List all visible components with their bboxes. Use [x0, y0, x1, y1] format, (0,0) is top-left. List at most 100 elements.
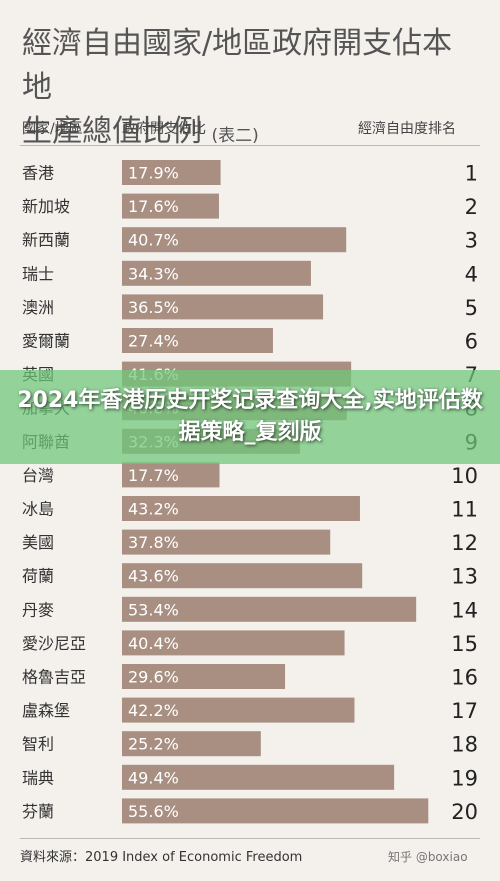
- bar-row: 美國 37.8% 12: [22, 529, 478, 555]
- bar-row: 愛爾蘭 27.4% 6: [22, 328, 478, 354]
- header-country: 國家/地區: [22, 121, 83, 137]
- category-label: 瑞典: [22, 768, 54, 787]
- source-divider: [20, 838, 480, 839]
- bar-row: 丹麥 53.4% 14: [22, 596, 478, 622]
- bar-row: 愛沙尼亞 40.4% 15: [22, 630, 478, 656]
- header-ratio: 政府開支佔比: [122, 121, 206, 137]
- bar: [122, 227, 347, 253]
- watermark: 知乎 @boxiao: [388, 850, 468, 864]
- value-label: 25.2%: [128, 735, 179, 754]
- value-label: 34.3%: [128, 264, 179, 283]
- category-label: 格魯吉亞: [22, 668, 86, 687]
- value-label: 43.6%: [128, 567, 179, 586]
- bar: [122, 328, 273, 353]
- overlay-banner: 2024年香港历史开奖记录查询大全,实地评估数据策略_复刻版: [0, 370, 500, 464]
- bar: [122, 462, 220, 488]
- category-label: 芬蘭: [22, 802, 54, 821]
- rank-label: 17: [451, 699, 478, 723]
- bar-row: 新加坡 17.6% 2: [22, 193, 478, 219]
- column-headers: 國家/地區 政府開支佔比 經濟自由度排名: [0, 118, 500, 140]
- category-label: 愛爾蘭: [22, 332, 70, 351]
- bar: [122, 160, 221, 185]
- bar-row: 澳洲 36.5% 5: [22, 294, 478, 320]
- rank-label: 16: [451, 666, 478, 690]
- value-label: 40.4%: [128, 634, 179, 653]
- bar: [122, 563, 363, 589]
- bar-row: 盧森堡 42.2% 17: [22, 697, 478, 723]
- bar: [122, 260, 311, 286]
- rank-label: 2: [465, 195, 478, 219]
- category-label: 丹麥: [22, 600, 54, 619]
- category-label: 冰島: [22, 500, 54, 519]
- bar-row: 格魯吉亞 29.6% 16: [22, 664, 478, 690]
- category-label: 澳洲: [22, 298, 54, 317]
- rank-label: 13: [451, 565, 478, 589]
- value-label: 29.6%: [128, 668, 179, 687]
- bar-row: 芬蘭 55.6% 20: [22, 798, 478, 824]
- bar: [122, 764, 395, 790]
- rank-label: 5: [465, 296, 478, 320]
- bar: [122, 294, 324, 320]
- value-label: 55.6%: [128, 802, 179, 821]
- rank-label: 1: [465, 162, 478, 186]
- category-label: 瑞士: [22, 264, 54, 283]
- bar-row: 台灣 17.7% 10: [22, 462, 478, 488]
- rank-label: 14: [451, 598, 478, 622]
- category-label: 荷蘭: [22, 567, 54, 586]
- value-label: 53.4%: [128, 600, 179, 619]
- category-label: 新西蘭: [22, 231, 70, 250]
- title-note: (表二): [211, 126, 259, 146]
- source-text: 資料來源：2019 Index of Economic Freedom: [20, 850, 303, 865]
- bar-row: 荷蘭 43.6% 13: [22, 563, 478, 589]
- value-label: 43.2%: [128, 500, 179, 519]
- title-line-2-text: 生產總值比例: [22, 114, 202, 149]
- bar: [122, 697, 355, 723]
- bar: [122, 664, 286, 689]
- rank-label: 20: [451, 800, 478, 824]
- rank-label: 3: [465, 229, 478, 253]
- header-divider: [20, 145, 480, 146]
- bar-chart: 香港 17.9% 1 新加坡 17.6% 2 新西蘭 40.7% 3 瑞士 34.3% 4 澳洲 36.5…: [22, 160, 478, 824]
- rank-label: 12: [451, 531, 478, 555]
- value-label: 27.4%: [128, 332, 179, 351]
- value-label: 40.7%: [128, 231, 179, 250]
- bar: [122, 496, 360, 521]
- value-label: 17.6%: [128, 197, 179, 216]
- rank-label: 6: [465, 330, 478, 354]
- rank-label: 19: [451, 766, 478, 790]
- rank-label: 10: [451, 464, 478, 488]
- value-label: 37.8%: [128, 533, 179, 552]
- bar-row: 香港 17.9% 1: [22, 160, 478, 186]
- title-line-1: 經濟自由國家/地區政府開支佔本地: [22, 26, 453, 105]
- bar: [122, 529, 331, 555]
- category-label: 愛沙尼亞: [22, 634, 86, 653]
- value-label: 17.9%: [128, 164, 179, 183]
- bar-row: 瑞士 34.3% 4: [22, 260, 478, 286]
- rank-label: 15: [451, 632, 478, 656]
- category-label: 新加坡: [22, 197, 70, 216]
- value-label: 17.7%: [128, 466, 179, 485]
- rank-label: 11: [451, 498, 478, 522]
- header-rank: 經濟自由度排名: [358, 121, 456, 137]
- category-label: 香港: [22, 164, 54, 183]
- title-line-2: 生產總值比例 (表二): [22, 110, 482, 158]
- bar-row: 瑞典 49.4% 19: [22, 764, 478, 790]
- bar: [122, 596, 417, 622]
- bar-row: 智利 25.2% 18: [22, 731, 478, 757]
- value-label: 49.4%: [128, 768, 179, 787]
- rank-label: 18: [451, 733, 478, 757]
- bar-row: 新西蘭 40.7% 3: [22, 227, 478, 253]
- category-label: 智利: [22, 735, 54, 754]
- bar: [122, 630, 345, 656]
- rank-label: 4: [465, 262, 478, 286]
- category-label: 台灣: [22, 466, 54, 485]
- bar: [122, 798, 429, 824]
- bar: [122, 731, 261, 757]
- bar: [122, 193, 219, 219]
- value-label: 42.2%: [128, 701, 179, 720]
- chart-title: 經濟自由國家/地區政府開支佔本地 生產總值比例 (表二): [22, 22, 482, 158]
- banner-text: 2024年香港历史开奖记录查询大全,实地评估数据策略_复刻版: [17, 388, 483, 445]
- bar-row: 冰島 43.2% 11: [22, 496, 478, 522]
- category-label: 美國: [22, 533, 54, 552]
- value-label: 36.5%: [128, 298, 179, 317]
